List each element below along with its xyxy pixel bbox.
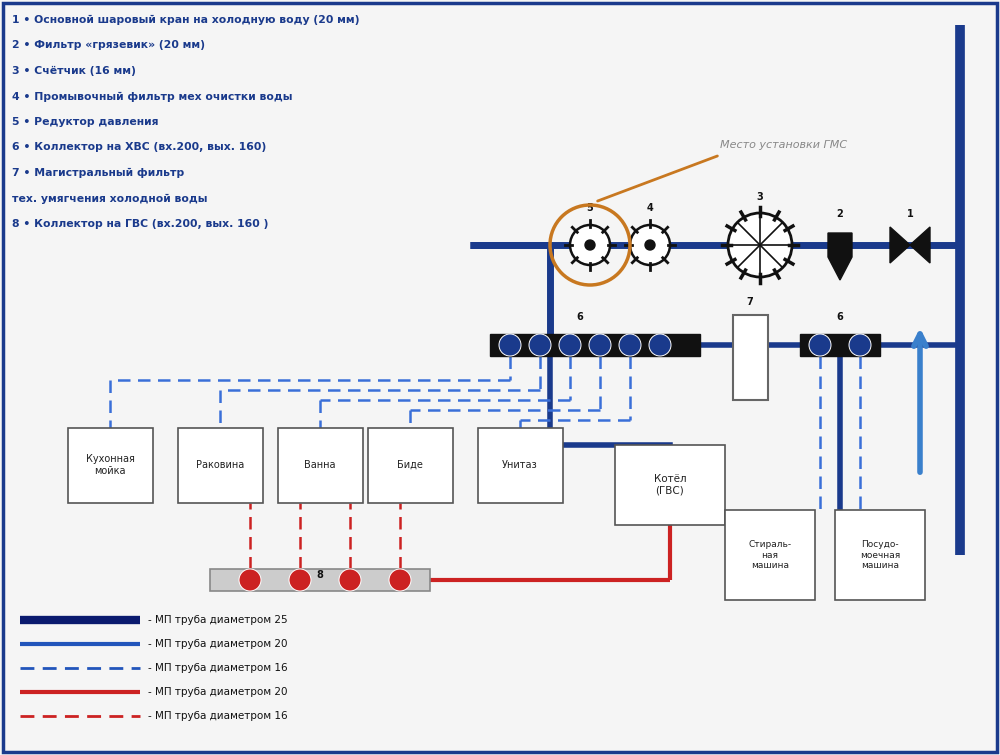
Text: 3: 3 [757, 192, 763, 202]
Polygon shape [910, 227, 930, 263]
Text: 7 • Магистральный фильтр: 7 • Магистральный фильтр [12, 168, 184, 178]
Circle shape [619, 334, 641, 356]
Bar [478, 427, 562, 503]
Text: 5 • Редуктор давления: 5 • Редуктор давления [12, 117, 158, 127]
Circle shape [389, 569, 411, 591]
Circle shape [585, 240, 595, 250]
Circle shape [589, 334, 611, 356]
Bar [835, 510, 925, 600]
Text: 2: 2 [837, 209, 843, 219]
Text: 3 • Счётчик (16 мм): 3 • Счётчик (16 мм) [12, 66, 136, 76]
Text: Котёл
(ГВС): Котёл (ГВС) [654, 474, 686, 496]
Bar [725, 510, 815, 600]
Bar [278, 427, 362, 503]
Bar [210, 569, 430, 591]
Circle shape [499, 334, 521, 356]
Circle shape [570, 225, 610, 265]
Circle shape [809, 334, 831, 356]
Text: - МП труба диаметром 25: - МП труба диаметром 25 [148, 615, 288, 625]
Polygon shape [890, 227, 910, 263]
Polygon shape [828, 233, 852, 280]
Text: 1: 1 [907, 209, 913, 219]
Bar [68, 427, 152, 503]
Text: Стираль-
ная
машина: Стираль- ная машина [748, 540, 792, 570]
Circle shape [289, 569, 311, 591]
Circle shape [649, 334, 671, 356]
Bar [615, 445, 725, 525]
Text: Биде: Биде [397, 460, 423, 470]
Text: - МП труба диаметром 16: - МП труба диаметром 16 [148, 663, 288, 673]
Bar [800, 334, 880, 356]
Text: 5: 5 [587, 203, 593, 213]
Text: 6: 6 [837, 312, 843, 322]
Text: 2 • Фильтр «грязевик» (20 мм): 2 • Фильтр «грязевик» (20 мм) [12, 41, 205, 51]
Bar [368, 427, 452, 503]
Circle shape [645, 240, 655, 250]
Text: Посудо-
моечная
машина: Посудо- моечная машина [860, 540, 900, 570]
Text: 1 • Основной шаровый кран на холодную воду (20 мм): 1 • Основной шаровый кран на холодную во… [12, 15, 360, 25]
Bar [490, 334, 700, 356]
Text: Унитаз: Унитаз [502, 460, 538, 470]
Text: 7: 7 [747, 297, 753, 307]
Text: 4: 4 [647, 203, 653, 213]
Circle shape [339, 569, 361, 591]
Text: 8: 8 [317, 570, 323, 580]
Circle shape [849, 334, 871, 356]
Text: Кухонная
мойка: Кухонная мойка [86, 455, 134, 476]
Circle shape [559, 334, 581, 356]
Text: - МП труба диаметром 16: - МП труба диаметром 16 [148, 711, 288, 721]
Text: 8 • Коллектор на ГВС (вх.200, вых. 160 ): 8 • Коллектор на ГВС (вх.200, вых. 160 ) [12, 219, 268, 229]
Text: 6: 6 [577, 312, 583, 322]
Text: - МП труба диаметром 20: - МП труба диаметром 20 [148, 639, 288, 649]
Circle shape [529, 334, 551, 356]
Circle shape [728, 213, 792, 277]
Text: Ванна: Ванна [304, 460, 336, 470]
Bar [178, 427, 262, 503]
Text: 4 • Промывочный фильтр мех очистки воды: 4 • Промывочный фильтр мех очистки воды [12, 91, 292, 102]
Circle shape [239, 569, 261, 591]
Text: Место установки ГМС: Место установки ГМС [720, 140, 847, 150]
Circle shape [630, 225, 670, 265]
Text: тех. умягчения холодной воды: тех. умягчения холодной воды [12, 193, 208, 204]
Bar [732, 315, 768, 400]
Text: Раковина: Раковина [196, 460, 244, 470]
Text: 6 • Коллектор на ХВС (вх.200, вых. 160): 6 • Коллектор на ХВС (вх.200, вых. 160) [12, 143, 266, 153]
Text: - МП труба диаметром 20: - МП труба диаметром 20 [148, 687, 288, 697]
